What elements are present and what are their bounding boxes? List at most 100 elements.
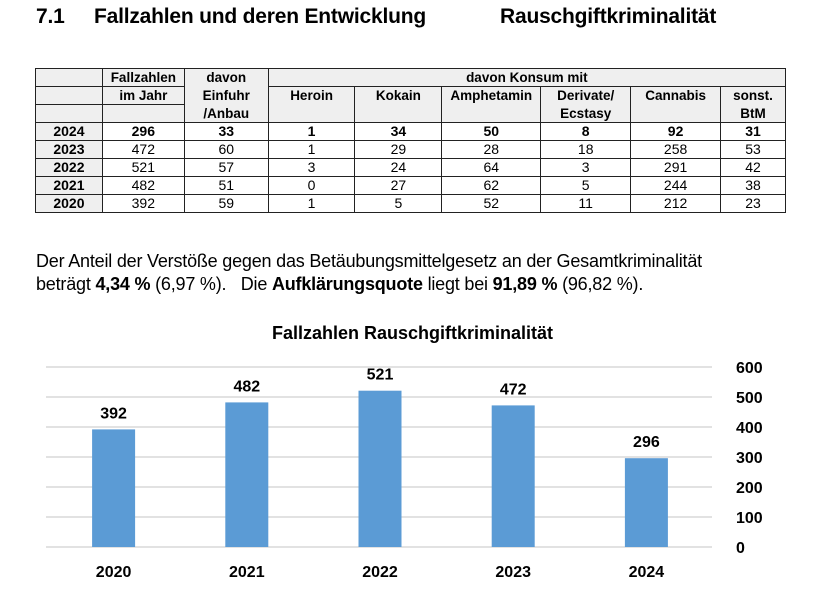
bar-chart: 0 100 200 300 400 500 600 392 2020 482 2021 521 2022… [46,360,763,581]
share-value: 4,34 % [95,274,151,294]
x-tick-label: 2023 [495,564,531,581]
table-cell: 28 [441,140,542,159]
y-tick-label: 0 [736,540,745,557]
header-sonst-line2: BtM [720,104,786,123]
table-cell: 1 [267,140,356,159]
header-corner [35,104,103,123]
table-cell: 296 [101,122,185,141]
table-row: 2024 296 33 1 34 50 8 92 31 [35,122,786,141]
table-cell: 3 [267,158,356,177]
table-cell: 472 [101,140,185,159]
header-derivate-line2: Ecstasy [540,104,632,123]
table-cell: 5 [540,176,632,195]
table-cell: 392 [101,194,185,213]
y-tick-label: 300 [736,450,763,467]
text: (6,97 %). Die [150,274,272,294]
x-tick-label: 2024 [629,564,665,581]
table-cell: 33 [183,122,269,141]
header-heroin: Heroin [267,86,356,105]
y-tick-label: 400 [736,420,763,437]
table-cell: 482 [101,176,185,195]
table-cell: 258 [630,140,722,159]
header-cannabis: Cannabis [630,86,722,105]
y-tick-label: 500 [736,390,763,407]
table-cell: 31 [720,122,786,141]
header-derivate: Derivate/ [540,86,632,105]
table-cell: 60 [183,140,269,159]
table-row: 2020 392 59 1 5 52 11 212 23 [35,194,786,213]
statistics-table: Fallzahlen davon davon Konsum mit im Jah… [35,68,787,213]
y-tick-label: 100 [736,510,763,527]
table-cell: 64 [441,158,542,177]
y-tick-label: 600 [736,360,763,377]
table-cell: 1 [267,194,356,213]
header-kokain-empty [354,104,443,123]
header-einfuhr-line3: /Anbau [183,104,269,123]
summary-line-2: beträgt 4,34 % (6,97 %). Die Aufklärungs… [36,273,702,296]
row-year: 2021 [35,176,103,195]
bar-2022 [358,390,402,547]
section-number: 7.1 [36,5,65,28]
summary-line-1: Der Anteil der Verstöße gegen das Betäub… [36,251,702,271]
section-heading: 7.1 Fallzahlen und deren Entwicklung Raus… [36,5,716,29]
table-cell: 62 [441,176,542,195]
section-subtitle: Rauschgiftkriminalität [500,5,717,28]
header-heroin-empty [267,104,356,123]
bar-2020 [92,429,136,547]
table-cell: 29 [354,140,443,159]
table-cell: 57 [183,158,269,177]
x-tick-label: 2022 [362,564,398,581]
y-tick-label: 200 [736,480,763,497]
row-year: 2024 [35,122,103,141]
table-cell: 1 [267,122,356,141]
header-corner [35,68,103,87]
clearance-label: Aufklärungsquote [271,274,423,294]
header-einfuhr-line2: Einfuhr [183,86,269,105]
table-cell: 5 [354,194,443,213]
table-cell: 27 [354,176,443,195]
header-empty [101,104,185,123]
table-cell: 3 [540,158,632,177]
x-tick-label: 2020 [96,564,132,581]
text: (96,82 %). [557,274,644,294]
header-cannabis-empty [630,104,722,123]
header-sonst: sonst. [720,86,786,105]
table-cell: 212 [630,194,722,213]
table-cell: 521 [101,158,185,177]
table-cell: 244 [630,176,722,195]
table-cell: 52 [441,194,542,213]
data-label: 472 [500,381,527,398]
table-cell: 38 [720,176,786,195]
chart-title: Fallzahlen Rauschgiftkriminalität [271,323,554,343]
table-cell: 42 [720,158,786,177]
data-label: 392 [100,405,127,422]
table-row: 2022 521 57 3 24 64 3 291 42 [35,158,786,177]
bar-2024 [624,458,668,547]
table-cell: 0 [267,176,356,195]
table-cell: 51 [183,176,269,195]
data-label: 521 [367,367,394,384]
summary-paragraph: Der Anteil der Verstöße gegen das Betäub… [36,250,702,296]
table-row: 2023 472 60 1 29 28 18 258 53 [35,140,786,159]
header-amphetamin: Amphetamin [441,86,542,105]
header-fallzahlen: Fallzahlen [101,68,185,87]
table-row: 2021 482 51 0 27 62 5 244 38 [35,176,786,195]
text: beträgt [36,274,96,294]
header-konsum-group: davon Konsum mit [267,68,787,87]
row-year: 2022 [35,158,103,177]
table-cell: 92 [630,122,722,141]
table-cell: 11 [540,194,632,213]
header-einfuhr: davon [183,68,269,87]
table-cell: 50 [441,122,542,141]
header-amphetamin-empty [441,104,542,123]
table-cell: 18 [540,140,632,159]
x-tick-label: 2021 [229,564,265,581]
table-cell: 59 [183,194,269,213]
table-cell: 34 [354,122,443,141]
row-year: 2020 [35,194,103,213]
text: liegt bei [422,274,493,294]
header-im-jahr: im Jahr [101,86,185,105]
clearance-value: 91,89 % [492,274,558,294]
table-cell: 53 [720,140,786,159]
row-year: 2023 [35,140,103,159]
